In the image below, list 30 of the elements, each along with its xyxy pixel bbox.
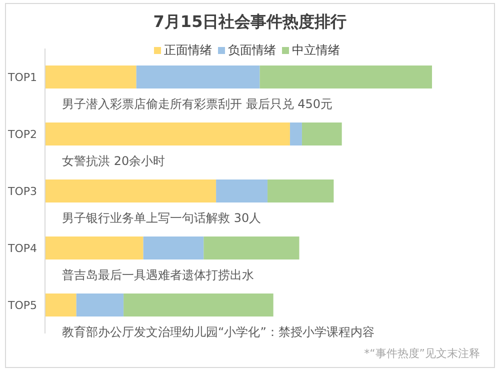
annotation: 普吉岛最后一具遇难者遗体打捞出水 — [62, 267, 254, 284]
bar — [216, 180, 268, 202]
bar — [143, 236, 204, 260]
y-tick-label: TOP3 — [6, 184, 37, 198]
annotation: 教育部办公厅发文治理幼儿园“小学化”：禁授小学课程内容 — [62, 324, 374, 341]
y-tick-label: TOP2 — [6, 128, 37, 141]
chart-title: 7月15日社会事件热度排行 — [152, 12, 348, 33]
annotation: 女警抗洪 20余小时 — [62, 153, 166, 170]
y-tick-label: TOP5 — [6, 298, 37, 312]
bar — [302, 122, 342, 146]
y-tick-label: TOP4 — [6, 242, 37, 255]
legend-label: 中立情绪 — [292, 42, 340, 59]
bar — [124, 294, 274, 316]
legend-label: 正面情绪 — [164, 42, 212, 59]
bar — [76, 294, 124, 316]
text: *“事件热度”见文末注释 — [364, 346, 480, 361]
bar — [136, 66, 260, 88]
annotation: 男子潜入彩票店偷走所有彩票刮开 最后只兑 450元 — [62, 96, 333, 113]
bar — [45, 180, 216, 202]
annotation: 男子银行业务单上写一句话解救 30人 — [62, 210, 262, 227]
bar — [204, 236, 300, 260]
bar — [260, 66, 432, 88]
bar — [45, 122, 290, 146]
bar — [45, 236, 144, 260]
legend-label: 负面情绪 — [228, 42, 276, 59]
bar — [290, 122, 302, 146]
bar — [268, 180, 334, 202]
bar — [45, 294, 76, 316]
bar — [45, 66, 136, 88]
y-tick-label: TOP1 — [6, 70, 37, 84]
